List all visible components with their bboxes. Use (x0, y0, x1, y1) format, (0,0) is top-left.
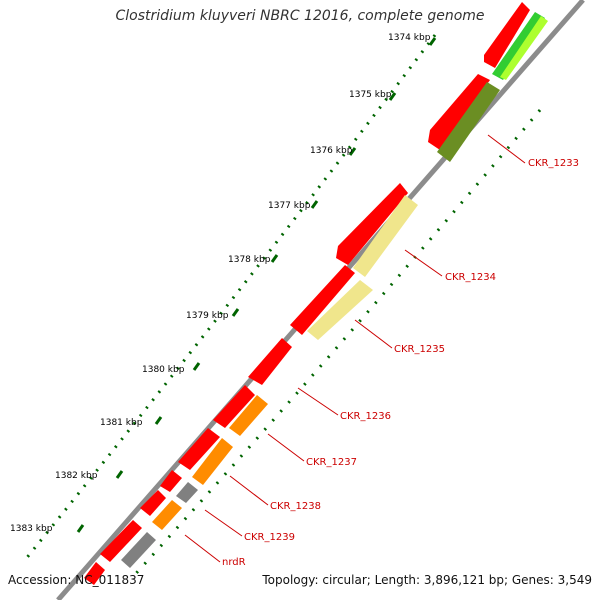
scale-tick (428, 37, 437, 46)
gene-label: CKR_1236 (340, 411, 391, 422)
scale-dotted-inner (128, 109, 542, 582)
scale-tick (115, 470, 124, 479)
tick-label: 1376 kbp (310, 146, 353, 156)
cds-feature (336, 183, 408, 265)
gene-label: CKR_1238 (270, 501, 321, 512)
cds-feature (140, 490, 166, 516)
leader-line (267, 433, 305, 462)
cog-feature-khaki (353, 195, 418, 277)
genome-title: Clostridium kluyveri NBRC 12016, complet… (115, 8, 485, 24)
tick-label: 1377 kbp (268, 201, 311, 211)
cog-features (121, 12, 548, 568)
gene-label: CKR_1233 (528, 158, 579, 169)
accession-label: Accession: NC_011837 (8, 573, 145, 587)
tick-label: 1379 kbp (186, 311, 229, 321)
scale-tick (154, 416, 163, 425)
cog-feature-olive (437, 82, 500, 162)
tick-label: 1383 kbp (10, 524, 53, 534)
leader-line (184, 534, 221, 563)
leader-line (404, 249, 443, 277)
cds-feature (484, 2, 530, 68)
scale-tick (270, 254, 279, 263)
cds-feature (213, 385, 255, 428)
leader-line (297, 387, 339, 416)
cog-feature-gray (121, 532, 156, 568)
cds-feature (84, 562, 105, 585)
cog-feature-orange (229, 395, 268, 436)
cog-feature-green (492, 12, 545, 80)
cds-feature (160, 470, 182, 492)
gene-label: CKR_1237 (306, 457, 357, 468)
cds-features (84, 2, 530, 585)
cds-feature (178, 428, 220, 470)
cog-feature-orange (152, 500, 182, 530)
gene-labels: CKR_1233 CKR_1234 CKR_1235 CKR_1236 CKR_… (222, 158, 579, 568)
leader-line (354, 319, 393, 349)
scale-tick (231, 308, 240, 317)
tick-label: 1375 kbp (349, 90, 392, 100)
scale-tick (388, 92, 397, 101)
cds-feature (248, 338, 292, 385)
cog-feature-gray (176, 482, 198, 503)
scale-tick (192, 362, 201, 371)
cds-feature (100, 520, 142, 562)
tick-label: 1382 kbp (55, 471, 98, 481)
tick-label: 1378 kbp (228, 255, 271, 265)
scale-ticks (76, 37, 437, 533)
scale-tick (348, 147, 357, 156)
scale-dotted-outer (23, 34, 437, 561)
cog-feature-lightgreen (500, 16, 548, 80)
leader-line (204, 509, 243, 537)
scale-tick (76, 524, 85, 533)
gene-label: CKR_1239 (244, 532, 295, 543)
label-leaders (184, 134, 526, 563)
tick-labels: 1374 kbp 1375 kbp 1376 kbp 1377 kbp 1378… (10, 33, 431, 534)
cds-feature (428, 74, 490, 150)
tick-label: 1380 kbp (142, 365, 185, 375)
gene-label: CKR_1234 (445, 272, 496, 283)
genome-summary: Topology: circular; Length: 3,896,121 bp… (262, 573, 592, 587)
cog-feature-khaki (307, 280, 373, 340)
gene-label: CKR_1235 (394, 344, 445, 355)
leader-line (487, 134, 526, 164)
cds-feature (290, 265, 355, 335)
leader-line (229, 475, 269, 506)
gene-label: nrdR (222, 557, 246, 568)
scale-tick (310, 200, 319, 209)
tick-label: 1381 kbp (100, 418, 143, 428)
cog-feature-orange (192, 438, 233, 485)
tick-label: 1374 kbp (388, 33, 431, 43)
